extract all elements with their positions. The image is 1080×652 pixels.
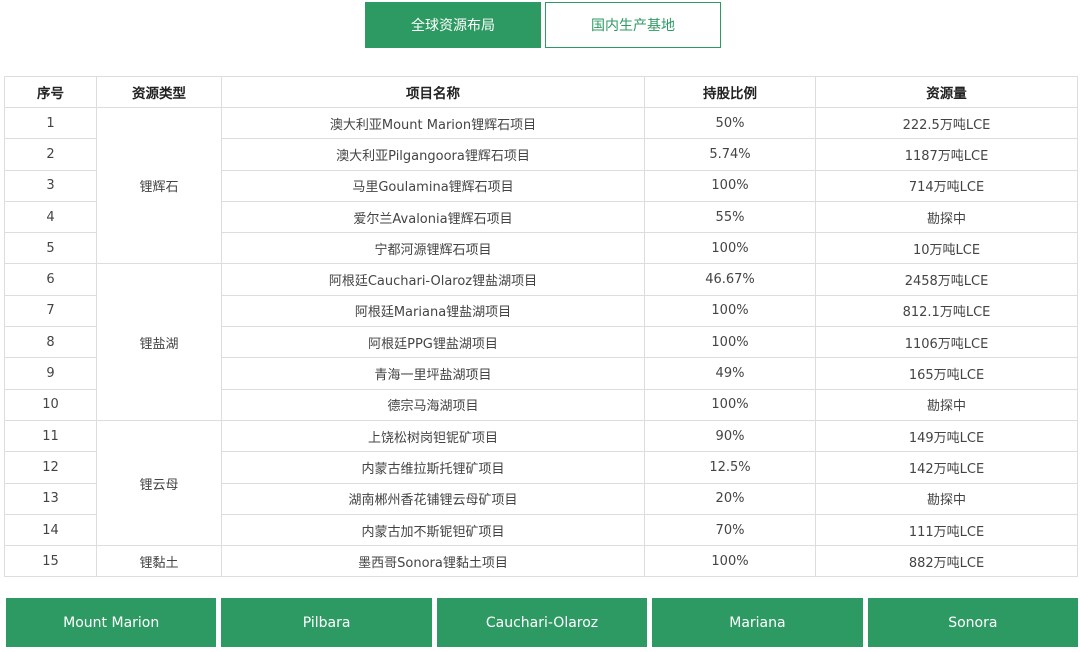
cell-share: 50% [644, 106, 816, 140]
cell-amount: 222.5万吨LCE [815, 106, 1078, 140]
table-row: 8 阿根廷PPG锂盐湖项目 100% 1106万吨LCE [4, 326, 1078, 359]
resource-table: 序号 资源类型 项目名称 持股比例 资源量 1 锂辉石 澳大利亚Mount Mari… [4, 76, 1078, 578]
cell-share: 20% [644, 482, 816, 515]
header-amount: 资源量 [815, 76, 1078, 108]
tab-domestic-production[interactable]: 国内生产基地 [545, 2, 721, 48]
cell-share: 100% [644, 545, 816, 578]
cell-share: 100% [644, 294, 816, 328]
cell-index: 15 [4, 545, 97, 578]
cell-index: 10 [4, 388, 97, 421]
header-type: 资源类型 [96, 76, 222, 108]
cell-amount: 111万吨LCE [815, 513, 1078, 547]
cell-amount: 1106万吨LCE [815, 326, 1078, 359]
cell-amount: 勘探中 [815, 482, 1078, 515]
header-share: 持股比例 [644, 76, 816, 108]
cell-index: 9 [4, 357, 97, 390]
cell-amount: 勘探中 [815, 200, 1078, 234]
table-row: 15 锂黏土 墨西哥Sonora锂黏土项目 100% 882万吨LCE [4, 545, 1078, 578]
cell-share: 100% [644, 232, 816, 265]
cell-project: 湖南郴州香花铺锂云母矿项目 [221, 482, 645, 515]
cell-share: 55% [644, 200, 816, 234]
cell-share: 90% [644, 419, 816, 453]
table-row: 3 马里Goulamina锂辉石项目 100% 714万吨LCE [4, 169, 1078, 202]
cell-amount: 勘探中 [815, 388, 1078, 421]
table-header-row: 序号 资源类型 项目名称 持股比例 资源量 [4, 76, 1078, 108]
cell-project: 宁都河源锂辉石项目 [221, 232, 645, 265]
cell-project: 阿根廷PPG锂盐湖项目 [221, 326, 645, 359]
cell-amount: 1187万吨LCE [815, 138, 1078, 171]
cell-index: 4 [4, 200, 97, 234]
cell-share: 100% [644, 169, 816, 202]
cell-share: 100% [644, 388, 816, 421]
cell-share: 5.74% [644, 138, 816, 171]
project-buttons: Mount Marion Pilbara Cauchari-Olaroz Mar… [6, 598, 1079, 647]
sonora-button[interactable]: Sonora [867, 598, 1079, 647]
cell-index: 14 [4, 513, 97, 547]
cell-project: 内蒙古维拉斯托锂矿项目 [221, 451, 645, 484]
cell-index: 5 [4, 232, 97, 265]
header-index: 序号 [4, 76, 97, 108]
table-row: 1 锂辉石 澳大利亚Mount Marion锂辉石项目 50% 222.5万吨LCE [4, 106, 1078, 265]
cell-share: 12.5% [644, 451, 816, 484]
table-row: 7 阿根廷Mariana锂盐湖项目 100% 812.1万吨LCE [4, 294, 1078, 328]
cauchari-olaroz-button[interactable]: Cauchari-Olaroz [436, 598, 648, 647]
cell-share: 49% [644, 357, 816, 390]
table-row: 12 内蒙古维拉斯托锂矿项目 12.5% 142万吨LCE [4, 451, 1078, 484]
cell-project: 阿根廷Cauchari-Olaroz锂盐湖项目 [221, 263, 645, 296]
cell-amount: 2458万吨LCE [815, 263, 1078, 296]
cell-share: 100% [644, 326, 816, 359]
cell-index: 11 [4, 419, 97, 453]
cell-amount: 882万吨LCE [815, 545, 1078, 578]
cell-index: 1 [4, 106, 97, 140]
cell-project: 澳大利亚Mount Marion锂辉石项目 [221, 106, 645, 140]
cell-index: 2 [4, 138, 97, 171]
mount-marion-button[interactable]: Mount Marion [6, 598, 217, 647]
cell-share: 70% [644, 513, 816, 547]
cell-project: 德宗马海湖项目 [221, 388, 645, 421]
cell-share: 46.67% [644, 263, 816, 296]
cell-index: 8 [4, 326, 97, 359]
cell-project: 爱尔兰Avalonia锂辉石项目 [221, 200, 645, 234]
mariana-button[interactable]: Mariana [652, 598, 863, 647]
cell-project: 青海一里坪盐湖项目 [221, 357, 645, 390]
cell-index: 7 [4, 294, 97, 328]
tab-global-resources[interactable]: 全球资源布局 [365, 2, 541, 48]
table-row: 5 宁都河源锂辉石项目 100% 10万吨LCE [4, 232, 1078, 265]
cell-resource-type: 锂黏土 [96, 545, 222, 578]
cell-index: 13 [4, 482, 97, 515]
cell-project: 阿根廷Mariana锂盐湖项目 [221, 294, 645, 328]
cell-index: 3 [4, 169, 97, 202]
table-row: 4 爱尔兰Avalonia锂辉石项目 55% 勘探中 [4, 200, 1078, 234]
cell-project: 上饶松树岗钽铌矿项目 [221, 419, 645, 453]
cell-amount: 714万吨LCE [815, 169, 1078, 202]
cell-resource-type: 锂云母 [96, 419, 222, 547]
pilbara-button[interactable]: Pilbara [221, 598, 432, 647]
cell-project: 马里Goulamina锂辉石项目 [221, 169, 645, 202]
table-row: 9 青海一里坪盐湖项目 49% 165万吨LCE [4, 357, 1078, 390]
cell-index: 6 [4, 263, 97, 296]
cell-amount: 165万吨LCE [815, 357, 1078, 390]
cell-resource-type: 锂盐湖 [96, 263, 222, 421]
cell-amount: 142万吨LCE [815, 451, 1078, 484]
header-project: 项目名称 [221, 76, 645, 108]
cell-resource-type: 锂辉石 [96, 106, 222, 265]
cell-amount: 149万吨LCE [815, 419, 1078, 453]
table-row: 11 锂云母 上饶松树岗钽铌矿项目 90% 149万吨LCE [4, 419, 1078, 547]
cell-project: 内蒙古加不斯铌钽矿项目 [221, 513, 645, 547]
cell-project: 墨西哥Sonora锂黏土项目 [221, 545, 645, 578]
cell-index: 12 [4, 451, 97, 484]
cell-amount: 10万吨LCE [815, 232, 1078, 265]
cell-amount: 812.1万吨LCE [815, 294, 1078, 328]
cell-project: 澳大利亚Pilgangoora锂辉石项目 [221, 138, 645, 171]
table-row: 14 内蒙古加不斯铌钽矿项目 70% 111万吨LCE [4, 513, 1078, 547]
table-row: 6 锂盐湖 阿根廷Cauchari-Olaroz锂盐湖项目 46.67% 2458万吨L… [4, 263, 1078, 421]
